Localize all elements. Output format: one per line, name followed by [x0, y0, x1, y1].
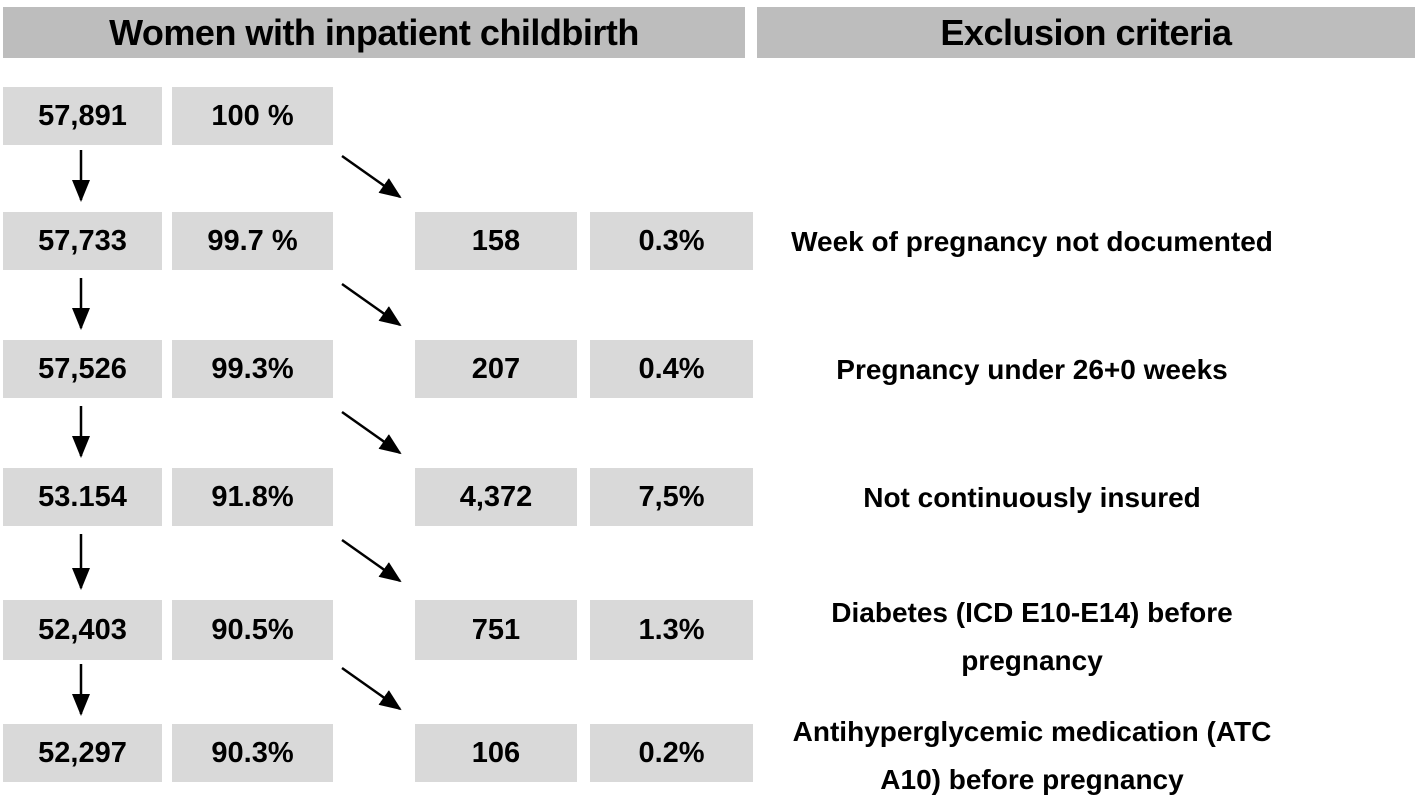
- excluded-percent-box: 1.3%: [590, 600, 753, 660]
- count-box: 52,297: [3, 724, 162, 782]
- excluded-percent-box: 0.3%: [590, 212, 753, 270]
- header-exclusion-title: Exclusion criteria: [757, 7, 1415, 58]
- criterion-text: Pregnancy under 26+0 weeks: [836, 354, 1228, 385]
- exclusion-arrow: [341, 154, 402, 199]
- count-box: 57,891: [3, 87, 162, 145]
- percent-box: 90.3%: [172, 724, 333, 782]
- header-population-title: Women with inpatient childbirth: [3, 7, 745, 58]
- excluded-count-box: 751: [415, 600, 577, 660]
- count-box: 57,733: [3, 212, 162, 270]
- exclusion-arrow: [341, 538, 402, 583]
- criterion-text: Antihyperglycemic medication (ATC A10) b…: [792, 716, 1272, 795]
- excluded-percent-box: 0.4%: [590, 340, 753, 398]
- excluded-count-box: 106: [415, 724, 577, 782]
- criterion-text: Not continuously insured: [863, 482, 1201, 513]
- exclusion-arrow: [341, 282, 402, 327]
- count-box: 53.154: [3, 468, 162, 526]
- excluded-count-box: 207: [415, 340, 577, 398]
- percent-box: 99.3%: [172, 340, 333, 398]
- excluded-count-box: 4,372: [415, 468, 577, 526]
- excluded-count-box: 158: [415, 212, 577, 270]
- criterion-text: Diabetes (ICD E10-E14) before pregnancy: [831, 597, 1233, 676]
- percent-box: 99.7 %: [172, 212, 333, 270]
- excluded-percent-box: 0.2%: [590, 724, 753, 782]
- percent-box: 90.5%: [172, 600, 333, 660]
- percent-box: 100 %: [172, 87, 333, 145]
- exclusion-arrow: [341, 666, 402, 711]
- count-box: 52,403: [3, 600, 162, 660]
- count-box: 57,526: [3, 340, 162, 398]
- exclusion-arrow: [341, 410, 402, 455]
- criterion-text: Week of pregnancy not documented: [791, 226, 1273, 257]
- excluded-percent-box: 7,5%: [590, 468, 753, 526]
- percent-box: 91.8%: [172, 468, 333, 526]
